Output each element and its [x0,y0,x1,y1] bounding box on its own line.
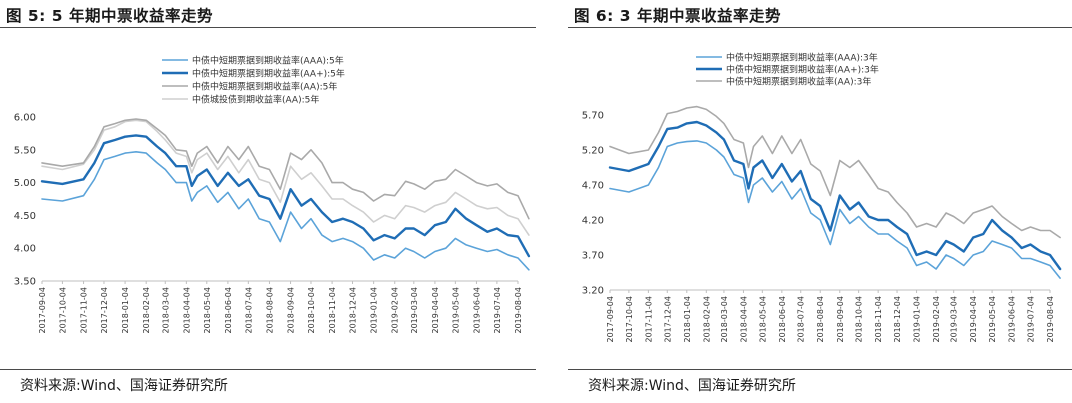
x-tick-label: 2018-06-04 [778,296,787,343]
x-tick-label: 2017-10-04 [58,287,67,334]
series-line [608,120,1062,271]
y-tick-label: 4.20 [582,216,604,227]
x-tick-label: 2018-03-04 [161,287,170,334]
figure-title: 图 6: 3 年期中票收益率走势 [574,7,781,25]
x-tick-label: 2018-02-04 [142,287,151,334]
legend-label: 中债中短期票据到期收益率(AA):3年 [726,76,871,88]
x-tick-label: 2018-08-04 [265,287,274,334]
x-tick-label: 2019-05-04 [988,296,997,343]
x-tick-label: 2019-02-04 [391,287,400,334]
y-tick-label: 3.70 [582,251,604,262]
figure-6: 图 6: 3 年期中票收益率走势 中债中短期票据到期收益率(AAA):3年 中债中… [568,0,1072,403]
x-tick-label: 2018-11-04 [874,296,883,343]
y-tick-label: 5.70 [582,111,604,122]
x-tick-label: 2019-01-04 [370,287,379,334]
legend-label: 中债中短期票据到期收益率(AA+):3年 [726,64,879,76]
x-tick-label: 2017-10-04 [625,296,634,343]
figure-title: 图 5: 5 年期中票收益率走势 [6,7,213,25]
x-tick-label: 2018-10-04 [855,296,864,343]
x-tick-label: 2018-01-04 [683,296,692,343]
x-tick-label: 2018-02-04 [702,296,711,343]
x-tick-label: 2019-03-04 [950,296,959,343]
y-tick-label: 3.20 [582,286,604,297]
x-tick-label: 2018-01-04 [121,287,130,334]
y-tick-label: 5.20 [582,146,604,157]
x-tick-label: 2017-12-04 [100,287,109,334]
source-rule [568,369,1072,370]
x-tick-label: 2018-11-04 [328,287,337,334]
x-tick-label: 2018-08-04 [816,296,825,343]
series-line [41,151,530,271]
legend-label: 中债城投债到期收益率(AA):5年 [192,94,319,106]
x-tick-label: 2017-09-04 [606,296,615,343]
legend-label: 中债中短期票据到期收益率(AAA):5年 [192,55,344,67]
x-tick-label: 2018-07-04 [244,287,253,334]
x-tick-label: 2018-10-04 [307,287,316,334]
series-line [40,134,531,258]
y-tick-label: 5.00 [14,178,36,189]
series-line [41,118,530,220]
x-tick-label: 2019-03-04 [410,287,419,334]
x-tick-label: 2019-04-04 [431,287,440,334]
x-tick-label: 2018-09-04 [287,287,296,334]
x-tick-label: 2017-11-04 [644,296,653,343]
source-note: 资料来源:Wind、国海证券研究所 [588,378,796,394]
x-tick-label: 2019-01-04 [913,296,922,343]
x-tick-label: 2018-12-04 [893,296,902,343]
x-tick-label: 2019-02-04 [932,296,941,343]
source-note: 资料来源:Wind、国海证券研究所 [20,378,228,394]
x-tick-label: 2019-08-04 [1046,296,1055,343]
x-tick-label: 2017-09-04 [38,287,47,334]
y-tick-label: 6.00 [14,113,36,124]
y-tick-label: 4.50 [14,211,36,222]
x-tick-label: 2019-06-04 [472,287,481,334]
series-line [609,140,1061,279]
x-tick-label: 2018-07-04 [797,296,806,343]
x-tick-label: 2019-07-04 [493,287,502,334]
x-tick-label: 2018-05-04 [203,287,212,334]
series-line [41,119,530,236]
series-line [609,105,1061,239]
x-tick-label: 2018-04-04 [182,287,191,334]
x-tick-label: 2018-06-04 [224,287,233,334]
x-tick-label: 2018-03-04 [720,296,729,343]
x-tick-label: 2018-04-04 [739,296,748,343]
title-rule [568,27,1072,28]
x-tick-label: 2019-06-04 [1008,296,1017,343]
chart-3yr-yields: 中债中短期票据到期收益率(AAA):3年中债中短期票据到期收益率(AA+):3年… [582,52,1062,343]
y-tick-label: 4.70 [582,181,604,192]
y-tick-label: 4.00 [14,244,36,255]
x-tick-label: 2019-04-04 [969,296,978,343]
source-rule [0,369,536,370]
x-tick-label: 2017-11-04 [80,287,89,334]
chart-5yr-yields: 中债中短期票据到期收益率(AAA):5年中债中短期票据到期收益率(AA+):5年… [14,55,531,334]
figure-5: 图 5: 5 年期中票收益率走势 中债中短期票据到期收益率(AAA):5年 中债中… [0,7,536,394]
x-tick-label: 2018-12-04 [349,287,358,334]
x-tick-label: 2019-08-04 [514,287,523,334]
x-tick-label: 2018-05-04 [758,296,767,343]
y-tick-label: 5.50 [14,145,36,156]
x-tick-label: 2019-07-04 [1026,296,1035,343]
legend-label: 中债中短期票据到期收益率(AAA):3年 [726,52,878,64]
x-tick-label: 2019-05-04 [451,287,460,334]
legend-label: 中债中短期票据到期收益率(AA):5年 [192,81,337,93]
y-tick-label: 3.50 [14,277,36,288]
x-tick-label: 2018-09-04 [836,296,845,343]
title-rule [0,27,536,28]
legend-label: 中债中短期票据到期收益率(AA+):5年 [192,68,345,80]
x-tick-label: 2017-12-04 [663,296,672,343]
